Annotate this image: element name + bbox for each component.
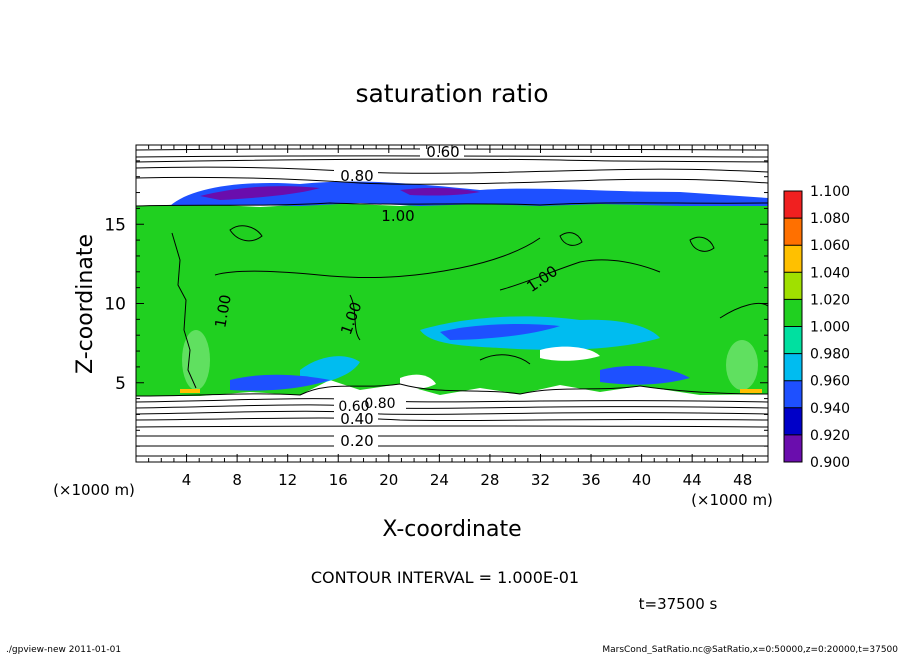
upper-blue-fringe: [170, 181, 768, 206]
y-tick-label: 5: [115, 374, 126, 394]
contour-label-0.60-bottom: 0.60: [338, 399, 369, 415]
colorbar-label: 0.900: [810, 455, 850, 471]
x-tick-label: 24: [430, 471, 449, 489]
yellow-patch: [740, 389, 762, 393]
colorbar-label: 1.060: [810, 238, 850, 254]
contour-label-1.00-top: 1.00: [381, 207, 414, 225]
upper-violet-patch: [200, 186, 320, 200]
x-tick-label: 12: [278, 471, 297, 489]
white-patch: [540, 346, 600, 361]
x-axis: 4 8 12 16 20 24 28 32 36 40 44 48: [148, 145, 756, 489]
colorbar-bin: [784, 299, 802, 327]
y-axis: 5 10 15: [104, 160, 768, 447]
colorbar-label: 0.980: [810, 347, 850, 363]
colorbar-bin: [784, 272, 802, 300]
contour-label-0.60-top: 0.60: [426, 143, 459, 161]
footer-right: MarsCond_SatRatio.nc@SatRatio,x=0:50000,…: [602, 645, 898, 654]
x-tick-label: 28: [480, 471, 499, 489]
colorbar-bin: [784, 191, 802, 219]
contour-label-0.80-top: 0.80: [340, 167, 373, 185]
cyan-patch: [420, 316, 660, 350]
colorbar-label: 1.020: [810, 292, 850, 308]
x-tick-label: 8: [232, 471, 242, 489]
contour-label-0.80-bottom: 0.80: [364, 396, 395, 412]
colorbar-label: 0.960: [810, 374, 850, 390]
contour-interval-label: CONTOUR INTERVAL = 1.000E-01: [311, 568, 579, 587]
contour-label-1.00-left: 1.00: [211, 293, 235, 329]
colorbar-bin: [784, 434, 802, 462]
contour-lines: [136, 148, 768, 457]
blue-patch: [600, 365, 690, 385]
blue-patch: [230, 374, 330, 391]
y-axis-title: Z-coordinate: [73, 234, 98, 374]
colorbar-bin: [784, 353, 802, 381]
colorbar-label: 0.920: [810, 428, 850, 444]
x-unit-label: (×1000 m): [691, 491, 773, 509]
x-tick-label: 44: [683, 471, 702, 489]
colorbar-label: 0.940: [810, 401, 850, 417]
x-tick-label: 40: [632, 471, 651, 489]
colorbar-bin: [784, 326, 802, 354]
yellow-patch: [180, 389, 200, 393]
colorbar-bin: [784, 218, 802, 246]
x-tick-label: 20: [379, 471, 398, 489]
x-tick-label: 48: [733, 471, 752, 489]
y-tick-label: 10: [104, 295, 126, 315]
x-tick-label: 16: [329, 471, 348, 489]
light-green-patch: [726, 340, 758, 390]
x-axis-title: X-coordinate: [382, 517, 521, 542]
colorbar-label: 1.100: [810, 184, 850, 200]
contour-label-0.40: 0.40: [340, 410, 373, 428]
upper-violet-patch: [400, 187, 480, 196]
time-label: t=37500 s: [639, 595, 718, 613]
x-tick-label: 32: [531, 471, 550, 489]
chart-title: saturation ratio: [355, 79, 548, 108]
contour-label-0.20: 0.20: [340, 432, 373, 450]
footer-left: ./gpview-new 2011-01-01: [6, 645, 121, 654]
blue-patch: [440, 324, 560, 340]
contour-label-group: [334, 145, 464, 447]
y-tick-label: 15: [104, 215, 126, 235]
colorbar-bin: [784, 245, 802, 273]
y-unit-label: (×1000 m): [53, 481, 135, 499]
plot-area: 0.60 0.80 1.00 1.00 1.00 1.00 0.80 0.60 …: [136, 143, 768, 462]
x-tick-label: 36: [581, 471, 600, 489]
x-tick-label: 4: [182, 471, 192, 489]
colorbar: 0.900 0.920 0.940 0.960 0.980 1.000 1.020 1.040…: [783, 184, 850, 471]
white-patch: [400, 374, 436, 389]
colorbar-label: 1.040: [810, 265, 850, 281]
colorbar-label: 1.080: [810, 211, 850, 227]
colorbar-label: 1.000: [810, 320, 850, 336]
colorbar-bin: [784, 380, 802, 408]
colorbar-bin: [784, 407, 802, 435]
